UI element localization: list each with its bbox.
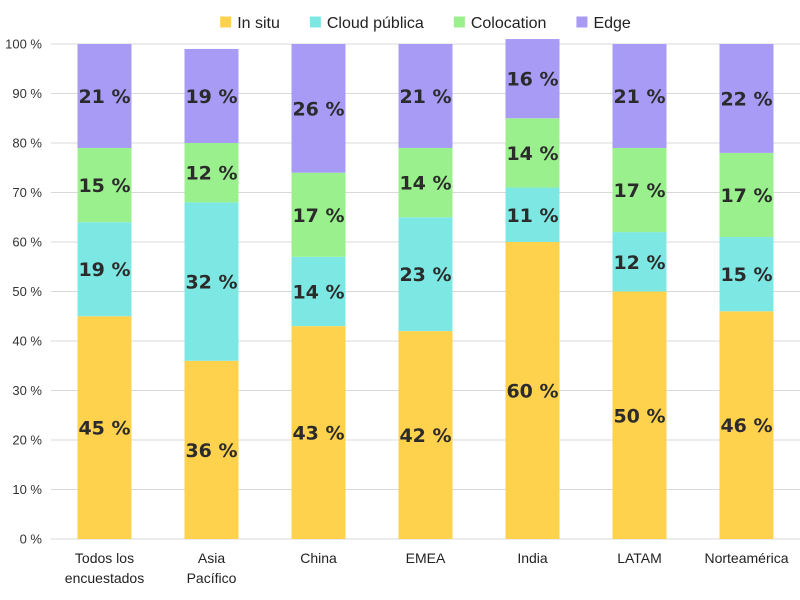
- data-label-colocation-asia-pacifico: 12 %: [185, 163, 237, 185]
- bar-colocation-emea: [398, 147, 453, 218]
- data-label-edge-asia-pacifico: 19 %: [185, 86, 237, 108]
- bar-edge-norteamerica: [719, 44, 774, 153]
- bar-in-situ-latam: [612, 291, 667, 539]
- data-labels: 45 % 19 % 15 % 21 % 36 % 32 % 12 % 19 % 43 % 14 %…: [78, 69, 772, 462]
- y-tick-label-60: 60 %: [12, 235, 42, 250]
- bar-edge-china: [291, 44, 346, 173]
- bar-cloud-publica-emea: [398, 217, 453, 332]
- bar-edge-latam: [612, 44, 667, 148]
- data-label-edge-norteamerica: 22 %: [720, 88, 772, 110]
- data-label-cloud-publica-todos-los-encuestados: 19 %: [78, 259, 130, 281]
- bar-in-situ-todos-los-encuestados: [77, 316, 132, 539]
- data-label-edge-todos-los-encuestados: 21 %: [78, 86, 130, 108]
- legend-label-colocation: Colocation: [471, 15, 547, 32]
- data-label-in-situ-asia-pacifico: 36 %: [185, 440, 237, 462]
- bar-cloud-publica-norteamerica: [719, 237, 774, 312]
- y-tick-label-50: 50 %: [12, 284, 42, 299]
- bar-colocation-todos-los-encuestados: [77, 147, 132, 223]
- legend-swatch-cloud-publica: [309, 16, 321, 28]
- data-label-in-situ-emea: 42 %: [399, 425, 451, 447]
- legend-swatch-colocation: [453, 16, 465, 28]
- legend-item-in-situ: In situ: [220, 15, 280, 32]
- data-label-colocation-todos-los-encuestados: 15 %: [78, 175, 130, 197]
- y-tick-label-70: 70 %: [12, 185, 42, 200]
- x-tick-label-india: India: [517, 550, 548, 566]
- data-label-cloud-publica-norteamerica: 15 %: [720, 264, 772, 286]
- bar-in-situ-asia-pacifico: [184, 360, 239, 539]
- bar-cloud-publica-latam: [612, 232, 667, 292]
- bar-in-situ-emea: [398, 331, 453, 539]
- bar-in-situ-india: [505, 242, 560, 539]
- data-label-cloud-publica-india: 11 %: [506, 205, 558, 227]
- legend-item-cloud-publica: Cloud pública: [309, 15, 424, 32]
- data-label-edge-latam: 21 %: [613, 86, 665, 108]
- y-tick-label-20: 20 %: [12, 433, 42, 448]
- y-tick-label-100: 100 %: [5, 37, 42, 52]
- data-label-colocation-latam: 17 %: [613, 180, 665, 202]
- data-label-colocation-china: 17 %: [292, 205, 344, 227]
- bar-cloud-publica-todos-los-encuestados: [77, 222, 132, 317]
- bar-edge-asia-pacifico: [184, 48, 239, 144]
- data-label-edge-india: 16 %: [506, 69, 558, 91]
- legend-swatch-in-situ: [220, 16, 232, 28]
- legend-swatch-edge: [576, 16, 588, 28]
- bar-cloud-publica-asia-pacifico: [184, 202, 239, 361]
- data-label-cloud-publica-asia-pacifico: 32 %: [185, 272, 237, 294]
- bars: [77, 39, 774, 539]
- x-tick-label-asia-pacifico: Asia Pacífico: [187, 550, 237, 586]
- legend-item-colocation: Colocation: [453, 15, 547, 32]
- x-tick-label-emea: EMEA: [406, 550, 446, 566]
- legend-item-edge: Edge: [576, 15, 631, 32]
- y-axis: 0 % 10 % 20 % 30 % 40 % 50 % 60 % 70 % 80 % 90 % 1…: [5, 37, 42, 547]
- bar-colocation-china: [291, 172, 346, 257]
- x-tick-label-china: China: [300, 550, 337, 566]
- data-label-in-situ-norteamerica: 46 %: [720, 415, 772, 437]
- data-label-in-situ-latam: 50 %: [613, 405, 665, 427]
- x-tick-label-latam: LATAM: [617, 550, 662, 566]
- bar-colocation-norteamerica: [719, 152, 774, 238]
- bar-edge-india: [505, 39, 560, 119]
- data-label-in-situ-china: 43 %: [292, 423, 344, 445]
- bar-colocation-latam: [612, 147, 667, 233]
- legend-label-edge: Edge: [593, 15, 630, 32]
- data-label-colocation-norteamerica: 17 %: [720, 185, 772, 207]
- y-tick-label-90: 90 %: [12, 86, 42, 101]
- y-tick-label-30: 30 %: [12, 383, 42, 398]
- bar-cloud-publica-india: [505, 187, 560, 242]
- data-label-cloud-publica-emea: 23 %: [399, 264, 451, 286]
- bar-colocation-india: [505, 118, 560, 188]
- bar-in-situ-china: [291, 326, 346, 539]
- bar-edge-todos-los-encuestados: [77, 44, 132, 148]
- y-tick-label-40: 40 %: [12, 334, 42, 349]
- data-label-cloud-publica-china: 14 %: [292, 282, 344, 304]
- bar-in-situ-norteamerica: [719, 311, 774, 539]
- y-tick-label-0: 0 %: [20, 532, 43, 547]
- data-label-in-situ-todos-los-encuestados: 45 %: [78, 418, 130, 440]
- bar-colocation-asia-pacifico: [184, 143, 239, 203]
- data-label-colocation-emea: 14 %: [399, 173, 451, 195]
- data-label-colocation-india: 14 %: [506, 143, 558, 165]
- bar-edge-emea: [398, 44, 453, 148]
- y-tick-label-80: 80 %: [12, 136, 42, 151]
- x-tick-label-todos-los-encuestados: Todos los encuestados: [65, 550, 144, 586]
- y-tick-label-10: 10 %: [12, 482, 42, 497]
- legend: In situ Cloud pública Colocation Edge: [220, 15, 631, 32]
- data-label-cloud-publica-latam: 12 %: [613, 252, 665, 274]
- data-label-edge-emea: 21 %: [399, 86, 451, 108]
- bar-cloud-publica-china: [291, 256, 346, 327]
- legend-label-in-situ: In situ: [237, 15, 280, 32]
- legend-label-cloud-publica: Cloud pública: [327, 15, 424, 32]
- data-label-in-situ-india: 60 %: [506, 381, 558, 403]
- x-axis: Todos los encuestados Asia Pacífico China EME…: [65, 550, 789, 586]
- x-tick-label-norteamerica: Norteamérica: [704, 550, 788, 566]
- data-label-edge-china: 26 %: [292, 98, 344, 120]
